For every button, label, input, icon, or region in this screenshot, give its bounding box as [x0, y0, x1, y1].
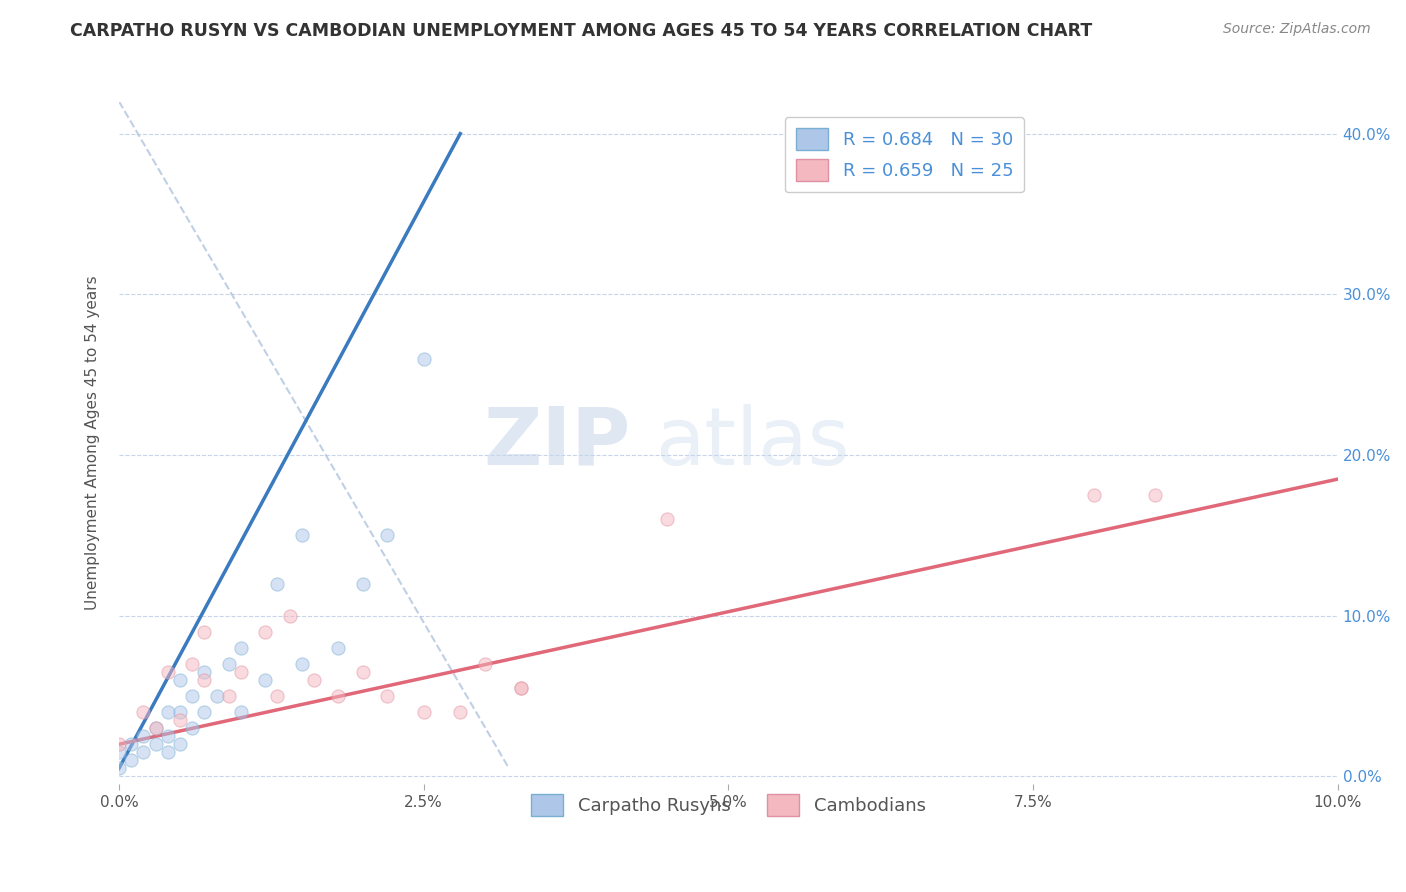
- Point: [302, 673, 325, 687]
- Point: [291, 657, 314, 671]
- Point: [218, 657, 240, 671]
- Point: [145, 737, 167, 751]
- Point: [352, 665, 374, 679]
- Text: ZIP: ZIP: [484, 404, 631, 482]
- Point: [474, 657, 496, 671]
- Point: [120, 753, 142, 767]
- Point: [132, 745, 155, 759]
- Point: [510, 681, 533, 695]
- Point: [193, 673, 215, 687]
- Point: [205, 689, 228, 703]
- Point: [156, 745, 179, 759]
- Point: [657, 512, 679, 526]
- Point: [266, 576, 288, 591]
- Point: [193, 624, 215, 639]
- Point: [375, 689, 398, 703]
- Point: [266, 689, 288, 703]
- Point: [120, 737, 142, 751]
- Text: atlas: atlas: [655, 404, 849, 482]
- Point: [291, 528, 314, 542]
- Point: [156, 665, 179, 679]
- Point: [254, 673, 277, 687]
- Point: [412, 705, 434, 719]
- Point: [229, 665, 252, 679]
- Point: [108, 737, 131, 751]
- Point: [108, 761, 131, 775]
- Point: [328, 640, 350, 655]
- Point: [145, 721, 167, 735]
- Point: [193, 665, 215, 679]
- Point: [1083, 488, 1105, 502]
- Point: [449, 705, 471, 719]
- Point: [169, 713, 191, 727]
- Point: [1143, 488, 1166, 502]
- Point: [229, 640, 252, 655]
- Point: [254, 624, 277, 639]
- Point: [510, 681, 533, 695]
- Legend: Carpatho Rusyns, Cambodians: Carpatho Rusyns, Cambodians: [524, 787, 934, 823]
- Point: [218, 689, 240, 703]
- Point: [181, 689, 204, 703]
- Point: [412, 351, 434, 366]
- Point: [169, 673, 191, 687]
- Point: [229, 705, 252, 719]
- Point: [375, 528, 398, 542]
- Point: [181, 657, 204, 671]
- Text: Source: ZipAtlas.com: Source: ZipAtlas.com: [1223, 22, 1371, 37]
- Point: [328, 689, 350, 703]
- Text: CARPATHO RUSYN VS CAMBODIAN UNEMPLOYMENT AMONG AGES 45 TO 54 YEARS CORRELATION C: CARPATHO RUSYN VS CAMBODIAN UNEMPLOYMENT…: [70, 22, 1092, 40]
- Point: [108, 745, 131, 759]
- Point: [352, 576, 374, 591]
- Point: [169, 705, 191, 719]
- Point: [169, 737, 191, 751]
- Point: [145, 721, 167, 735]
- Point: [156, 729, 179, 743]
- Point: [132, 705, 155, 719]
- Point: [156, 705, 179, 719]
- Point: [278, 608, 301, 623]
- Point: [132, 729, 155, 743]
- Point: [181, 721, 204, 735]
- Point: [193, 705, 215, 719]
- Y-axis label: Unemployment Among Ages 45 to 54 years: Unemployment Among Ages 45 to 54 years: [86, 276, 100, 610]
